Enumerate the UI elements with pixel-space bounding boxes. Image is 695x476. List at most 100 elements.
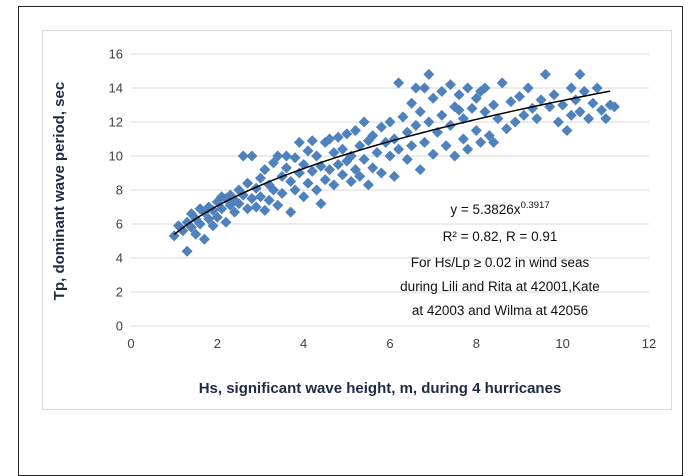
data-point (233, 198, 245, 210)
y-tick-label: 0 (116, 319, 123, 334)
data-point (509, 116, 521, 128)
data-point (531, 113, 543, 125)
x-tick-label: 2 (214, 336, 221, 351)
data-point (600, 113, 612, 125)
data-point (332, 131, 344, 143)
data-point (384, 116, 396, 128)
data-point (311, 184, 323, 196)
data-point (483, 130, 495, 142)
x-tick-label: 8 (473, 336, 480, 351)
data-point (371, 147, 383, 159)
data-point (578, 85, 590, 97)
data-point (397, 111, 409, 123)
data-point (190, 228, 202, 240)
data-point (375, 121, 387, 133)
data-point (462, 143, 474, 155)
data-point (250, 182, 262, 194)
data-point (229, 206, 241, 218)
data-point (505, 96, 517, 108)
data-point (177, 225, 189, 237)
chart-area: 0 2 4 6 8 10 12 14 16 0 2 4 6 8 10 12 Tp, dominant wav… (42, 30, 672, 410)
data-point (306, 135, 318, 147)
data-point (479, 106, 491, 118)
data-point (337, 143, 349, 155)
y-tick-label: 16 (109, 47, 123, 62)
data-point (522, 82, 534, 94)
data-point (436, 109, 448, 121)
data-point (289, 152, 301, 164)
data-point (557, 99, 569, 111)
data-point (423, 116, 435, 128)
data-point (280, 162, 292, 174)
x-tick-label: 6 (386, 336, 393, 351)
data-point (185, 221, 197, 233)
data-point (367, 130, 379, 142)
data-point (272, 150, 284, 162)
data-point (410, 119, 422, 131)
data-point (302, 145, 314, 157)
data-point (367, 162, 379, 174)
data-point (475, 136, 487, 148)
data-point (259, 164, 271, 176)
data-point (285, 176, 297, 187)
data-point (358, 153, 370, 165)
data-point (565, 82, 577, 94)
data-point (198, 233, 210, 245)
data-point (358, 116, 370, 128)
data-point (207, 220, 219, 232)
data-point (462, 82, 474, 94)
data-point (393, 77, 405, 89)
data-point (574, 68, 586, 80)
data-point (436, 85, 448, 97)
data-point (328, 179, 340, 191)
data-point (406, 140, 418, 152)
grid-lines (131, 53, 649, 327)
data-point (388, 170, 400, 182)
data-point (255, 191, 266, 203)
data-point (319, 136, 331, 148)
data-point (349, 164, 361, 176)
x-tick-label: 4 (300, 336, 307, 351)
data-point (242, 203, 254, 215)
data-point (272, 199, 284, 211)
data-point (289, 184, 301, 196)
data-point (453, 89, 465, 101)
data-point (457, 133, 469, 145)
y-axis-title: Tp, dominant wave period, sec (51, 82, 68, 300)
data-point (267, 184, 279, 196)
data-point (324, 164, 336, 176)
fit-statistics: R² = 0.82, R = 0.91 (443, 229, 558, 244)
data-point (388, 133, 400, 145)
data-point (414, 106, 426, 118)
data-point (488, 136, 500, 148)
data-point (410, 82, 422, 94)
data-point (393, 143, 405, 155)
data-point (587, 97, 599, 109)
data-point (345, 176, 357, 187)
y-tick-labels: 0 2 4 6 8 10 12 14 16 (109, 47, 123, 334)
data-point (470, 92, 482, 104)
y-tick-label: 2 (116, 285, 123, 300)
data-point (237, 150, 249, 162)
y-tick-label: 14 (109, 81, 123, 96)
data-point (328, 147, 340, 159)
data-point (242, 177, 254, 189)
data-point (354, 170, 366, 182)
data-point (181, 245, 193, 257)
data-point (259, 204, 271, 216)
annotation-line-2: during Lili and Rita at 42001,Kate (400, 279, 600, 294)
data-point (220, 216, 232, 228)
data-point (574, 106, 586, 118)
annotation-line-1: For Hs/Lp ≥ 0.02 in wind seas (411, 255, 590, 270)
data-points (168, 68, 620, 257)
data-point (535, 94, 547, 106)
data-point (293, 167, 305, 179)
x-tick-label: 12 (642, 336, 656, 351)
data-point (552, 116, 564, 128)
scatter-chart: 0 2 4 6 8 10 12 14 16 0 2 4 6 8 10 12 Tp, dominant wav… (51, 47, 656, 398)
data-point (449, 150, 461, 162)
data-point (583, 113, 595, 125)
data-point (444, 79, 456, 91)
data-point (548, 89, 560, 101)
data-point (337, 169, 349, 181)
